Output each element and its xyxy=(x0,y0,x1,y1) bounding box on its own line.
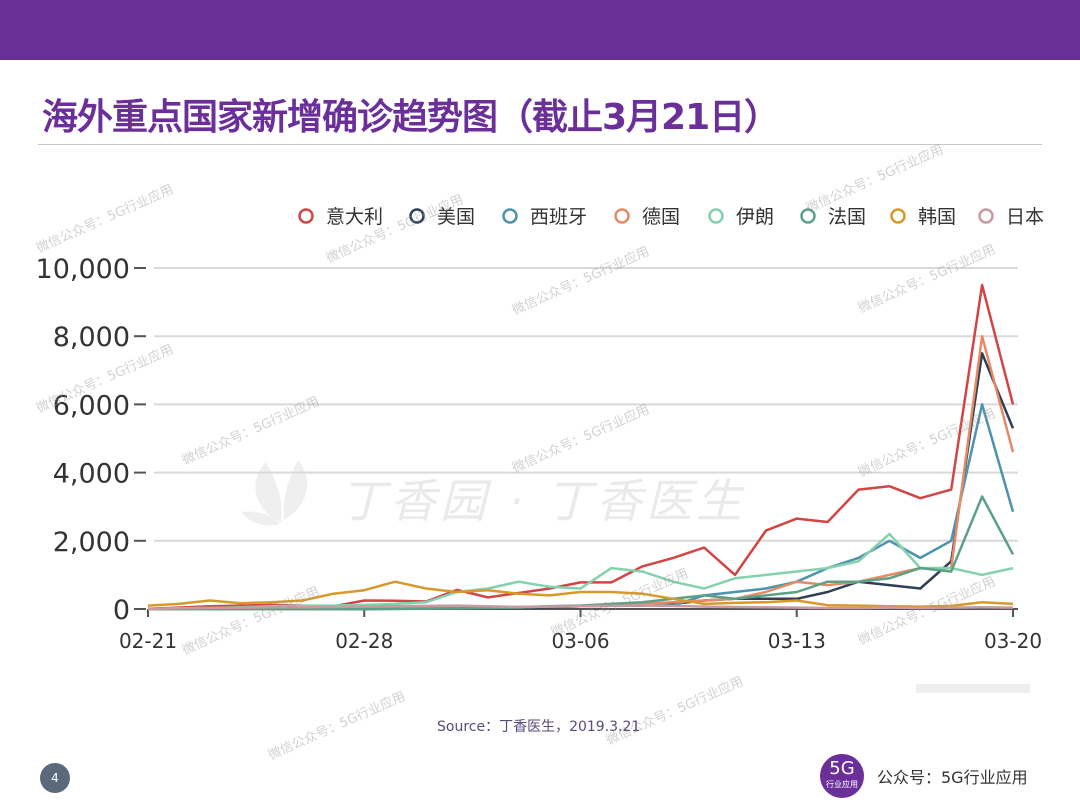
source-caption: Source：丁香医生，2019.3.21 xyxy=(437,719,641,735)
logo-main-text: 5G xyxy=(829,758,855,779)
y-tick-label: 6,000 xyxy=(53,390,130,421)
y-tick-label: 10,000 xyxy=(36,254,130,285)
series-line xyxy=(148,352,1015,611)
series-line xyxy=(147,532,1014,611)
legend-label: 伊朗 xyxy=(736,206,774,228)
legend-marker xyxy=(708,208,724,224)
legend-marker xyxy=(298,208,314,224)
logo-sub-text: 行业应用 xyxy=(826,780,858,789)
header-bar xyxy=(0,0,1080,60)
x-tick-label: 02-28 xyxy=(335,629,393,653)
legend-label: 西班牙 xyxy=(530,206,587,228)
title-divider xyxy=(38,144,1042,145)
y-tick-label: 8,000 xyxy=(53,322,130,353)
legend-marker xyxy=(409,208,425,224)
leaf-logo-watermark xyxy=(241,460,308,526)
legend-label: 法国 xyxy=(828,206,866,228)
legend-marker xyxy=(502,208,518,224)
background-logo-text: 丁香园 · 丁香医生 xyxy=(340,474,746,528)
legend-marker xyxy=(890,208,906,224)
legend-label: 韩国 xyxy=(918,206,956,228)
y-tick-label: 4,000 xyxy=(53,459,130,490)
x-tick-label: 02-21 xyxy=(119,629,177,653)
legend-label: 意大利 xyxy=(326,206,383,228)
legend-scroll-track xyxy=(916,684,1030,693)
legend-label: 德国 xyxy=(642,206,680,228)
account-label: 公众号：5G行业应用 xyxy=(877,768,1028,787)
line-chart: 0 2,000 4,000 6,000 8,000 10,000 02-21 02-28 03-… xyxy=(36,206,1044,693)
legend-marker xyxy=(614,208,630,224)
legend-label: 美国 xyxy=(437,206,475,228)
x-tick-label: 03-20 xyxy=(984,629,1042,653)
x-tick-label: 03-06 xyxy=(551,629,609,653)
legend-marker xyxy=(800,208,816,224)
slide-title: 海外重点国家新增确诊趋势图（截止3月21日） xyxy=(42,97,780,138)
legend-marker xyxy=(978,208,994,224)
page-number: 4 xyxy=(40,763,70,793)
y-tick-label: 2,000 xyxy=(53,527,130,558)
series-line xyxy=(147,283,1015,610)
series-line xyxy=(147,604,1014,611)
x-tick-label: 03-13 xyxy=(768,629,826,653)
legend-label: 日本 xyxy=(1006,206,1044,228)
series-line xyxy=(147,580,1014,608)
brand-logo: 5G 行业应用 xyxy=(820,754,864,798)
y-tick-label: 0 xyxy=(113,595,130,626)
